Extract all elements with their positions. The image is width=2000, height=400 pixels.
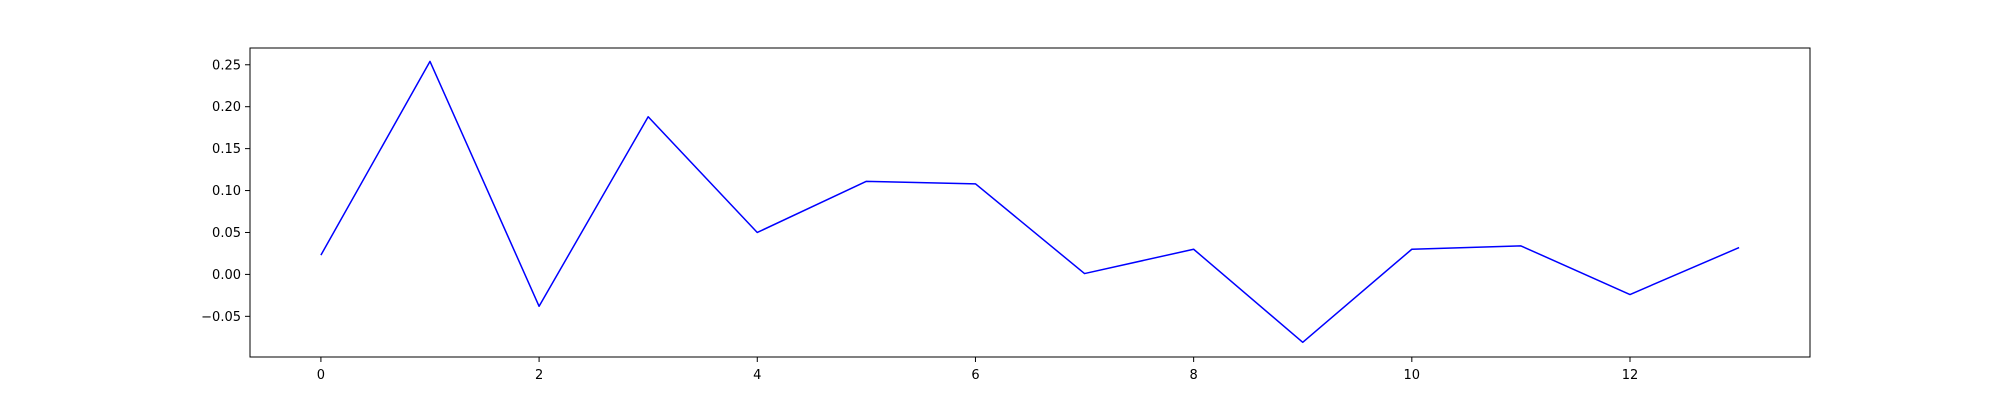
x-tick-label: 6 (971, 368, 979, 383)
series-layer (320, 60, 1740, 344)
y-tick-label: 0.10 (212, 184, 241, 199)
series-line (320, 60, 1740, 344)
x-tick-label: 4 (753, 368, 761, 383)
y-tick-label: 0.15 (212, 142, 241, 157)
x-tick-label: 2 (535, 368, 543, 383)
x-tick-label: 8 (1189, 368, 1197, 383)
x-tick-label: 10 (1404, 368, 1421, 383)
y-tick-label: 0.25 (212, 58, 241, 73)
y-tick-label: 0.20 (212, 100, 241, 115)
x-tick-label: 12 (1622, 368, 1639, 383)
y-tick-label: −0.05 (201, 310, 241, 325)
y-tick-label: 0.00 (212, 268, 241, 283)
plot-frame (249, 47, 1811, 358)
y-tick-label: 0.05 (212, 226, 241, 241)
x-tick-label: 0 (317, 368, 325, 383)
y-axis: −0.05 0.00 0.05 0.10 0.15 0.20 0.25 (201, 58, 250, 325)
x-axis: 0 2 4 6 8 10 12 (317, 357, 1639, 383)
